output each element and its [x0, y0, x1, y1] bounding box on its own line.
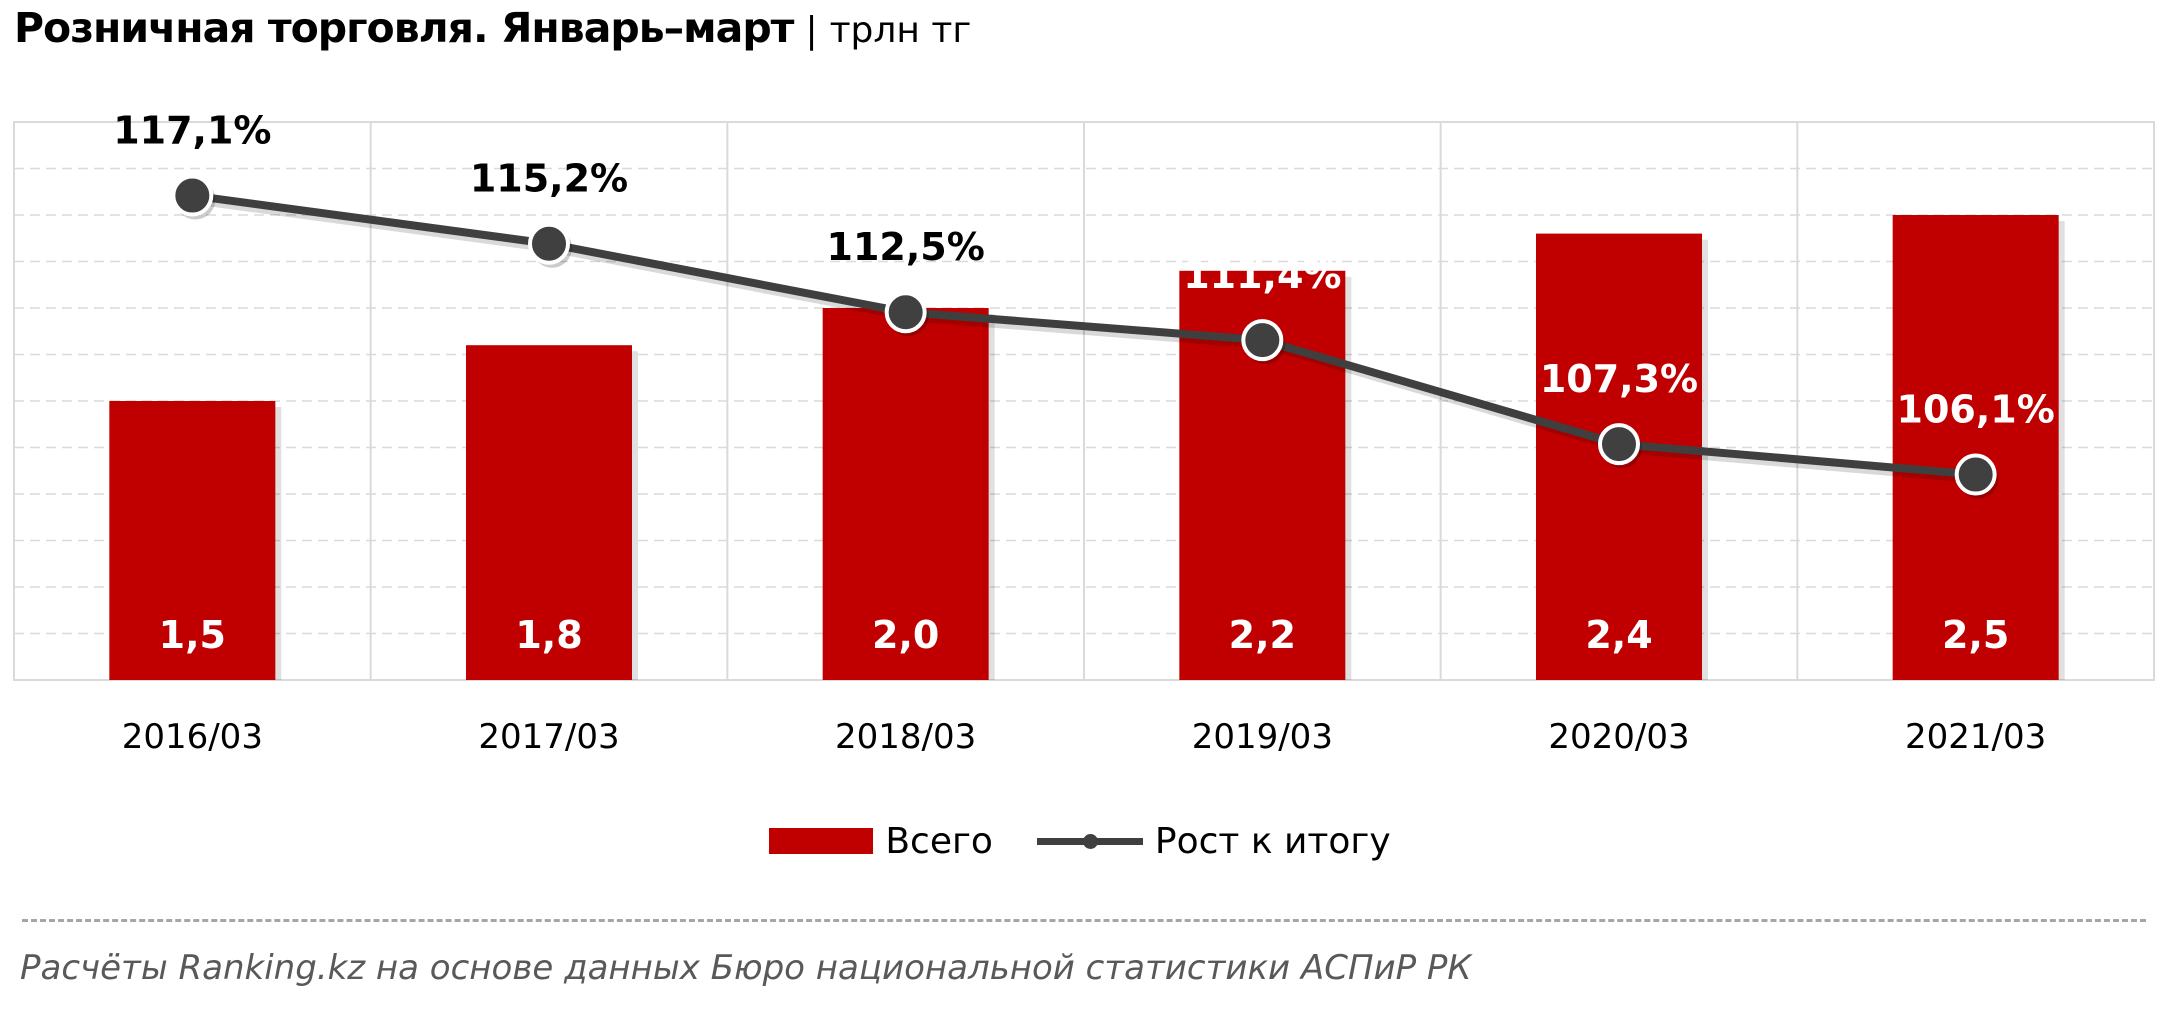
legend-bar-swatch: [769, 828, 874, 854]
growth-value-label: 111,4%: [1183, 253, 1341, 297]
grid: [13, 121, 2155, 681]
growth-point-2017/03: [528, 222, 570, 265]
title-separator: |: [805, 10, 818, 51]
chart-title: Розничная торговля. Январь–март: [14, 4, 794, 52]
bar-value-label: 2,4: [1585, 613, 1652, 657]
growth-value-label: 115,2%: [470, 157, 628, 201]
bar-series: [109, 215, 2065, 680]
legend-label-growth: Рост к итогу: [1154, 820, 1391, 862]
bar-2018/03: [822, 308, 989, 680]
growth-line: [191, 191, 1977, 479]
x-axis: 2016/03 2017/03 2018/03 2019/03 2020/03 2021/…: [122, 717, 2047, 757]
chart-title-block: Розничная торговля. Январь–март | трлн т…: [14, 4, 971, 64]
x-tick-label: 2017/03: [478, 717, 619, 757]
growth-point-2019/03: [1241, 319, 1284, 362]
legend-item-total: Всего: [769, 821, 993, 862]
data-labels: 1,5 1,8 2,0 2,2 2,4 2,5 117,1% 115,2% 112,5% 111,…: [113, 109, 2055, 657]
legend-item-growth: Рост к итогу: [1036, 820, 1391, 862]
x-tick-label: 2016/03: [122, 717, 263, 757]
bar-value-label: 2,2: [1229, 613, 1296, 657]
x-tick-label: 2019/03: [1192, 717, 1333, 757]
growth-point-2016/03: [171, 174, 214, 217]
legend-label-total: Всего: [885, 820, 993, 862]
bar-value-label: 2,5: [1942, 613, 2009, 657]
x-tick-label: 2020/03: [1548, 717, 1689, 757]
line-shadow: [195, 196, 1981, 484]
chart-unit: трлн тг: [829, 10, 972, 51]
bar-2016/03: [109, 401, 276, 680]
x-tick-label: 2021/03: [1905, 717, 2046, 757]
growth-point-2018/03: [884, 291, 927, 334]
bar-value-label: 1,8: [515, 613, 582, 657]
chart-canvas: 1,5 1,8 2,0 2,2 2,4 2,5 117,1% 115,2% 112,5% 111,…: [13, 109, 2155, 757]
source-note: Расчёты Ranking.kz на основе данных Бюро…: [20, 948, 1472, 988]
growth-value-label: 112,5%: [827, 225, 985, 269]
bar-value-label: 1,5: [159, 613, 226, 657]
bar-2021/03: [1892, 215, 2059, 680]
growth-point-2021/03: [1954, 453, 1997, 496]
bar-value-label: 2,0: [872, 613, 939, 657]
legend-line-swatch: [1036, 826, 1143, 856]
growth-point-2020/03: [1598, 423, 1640, 466]
legend: Всего Рост к итогу: [0, 816, 2160, 866]
growth-value-label: 117,1%: [113, 109, 271, 153]
growth-value-label: 107,3%: [1540, 357, 1698, 401]
line-series: [171, 174, 1999, 499]
x-tick-label: 2018/03: [835, 717, 976, 757]
footer-divider: [22, 919, 2146, 922]
bar-2017/03: [466, 345, 632, 680]
growth-value-label: 106,1%: [1897, 388, 2055, 432]
